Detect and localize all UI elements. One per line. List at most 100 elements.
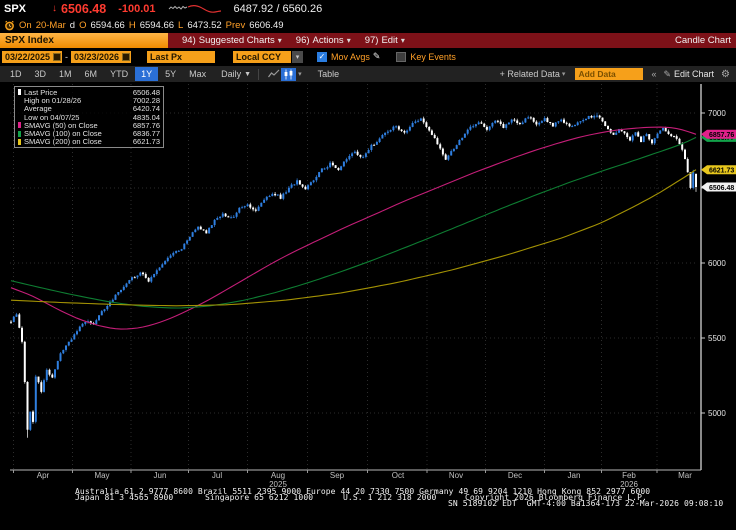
prev-label: Prev [225, 19, 246, 31]
x-month-label: Feb [622, 471, 636, 480]
period-select[interactable]: Daily ▼ [221, 69, 251, 79]
related-data-button[interactable]: + Related Data [499, 69, 560, 79]
date-from-input[interactable]: 03/22/2025 [2, 50, 62, 63]
y-tick-label: 6000 [708, 259, 726, 268]
range-tab-3d[interactable]: 3D [34, 69, 47, 79]
period-value: Daily [221, 69, 242, 79]
range-tab-1y[interactable]: 1Y [135, 67, 159, 81]
legend-value: 6836.77 [132, 129, 160, 139]
toolbar-divider [258, 68, 260, 80]
x-month-label: Mar [678, 471, 692, 480]
legend-box: Last Price 6506.48 High on 01/28/26 7002.28… [14, 86, 164, 149]
legend-row: Average 6420.74 [18, 104, 160, 114]
low-value: 6473.52 [187, 19, 222, 31]
edit-mov-avgs-pencil-icon[interactable]: ✎ [372, 51, 381, 61]
x-month-label: May [94, 471, 109, 480]
range-tab-max[interactable]: Max [189, 69, 207, 79]
legend-value: 6506.48 [132, 87, 160, 97]
currency-select[interactable]: Local CCY [233, 50, 291, 63]
x-year-label: 2025 [269, 480, 287, 489]
menu-item-edit[interactable]: 97) Edit ▾ [365, 35, 405, 46]
menu-item-actions[interactable]: 96) Actions ▾ [296, 35, 351, 46]
function-menu-bar: SPX Index 94) Suggested Charts ▾ 96) Act… [0, 33, 736, 48]
legend-label: SMAVG (50) on Close [24, 120, 98, 130]
key-events-checkbox[interactable] [396, 51, 407, 62]
price-down-arrow-icon: ↓ [52, 3, 58, 14]
range-tab-5y[interactable]: 5Y [165, 69, 177, 79]
calendar-icon[interactable] [122, 52, 131, 61]
currency-dropdown-button[interactable]: ▾ [292, 50, 303, 63]
chart-type-dropdown[interactable]: ▾ [298, 71, 302, 78]
menu-label: Suggested Charts [198, 35, 275, 46]
edit-chart-button[interactable]: Edit Chart [674, 69, 715, 79]
related-data-arrow-icon: ▾ [561, 71, 566, 78]
legend-value: 6621.73 [132, 137, 160, 147]
clock-icon [5, 20, 14, 30]
high-label: H [128, 19, 136, 31]
range-tab-1d[interactable]: 1D [10, 69, 22, 79]
settings-gear-icon[interactable]: ⚙ [721, 68, 730, 80]
legend-label: Average [24, 104, 52, 114]
svg-text:6621.73: 6621.73 [709, 168, 734, 175]
ma-line-sma100 [10, 136, 697, 309]
date-to-input[interactable]: 03/23/2026 [71, 50, 131, 63]
range-tab-ytd[interactable]: YTD [110, 69, 129, 79]
menu-label: Edit [381, 35, 398, 46]
day-range: 6487.92 / 6560.26 [233, 2, 323, 15]
calendar-icon[interactable] [53, 52, 62, 61]
mov-avgs-checkbox[interactable]: ✓ [317, 51, 327, 62]
key-events-label: Key Events [410, 51, 456, 62]
table-button[interactable]: Table [317, 69, 340, 79]
menu-item-suggested-charts[interactable]: 94) Suggested Charts ▾ [182, 35, 282, 46]
svg-text:6506.48: 6506.48 [709, 185, 734, 192]
legend-label: SMAVG (100) on Close [24, 129, 102, 139]
chart-toolbar: 1D 3D 1M 6M YTD 1Y 5Y Max Daily ▼ ▾ Table + Rel… [0, 66, 736, 82]
security-tab[interactable]: SPX Index [0, 33, 168, 48]
x-month-label: Oct [392, 471, 405, 480]
add-data-input[interactable] [575, 68, 644, 80]
x-month-label: Jul [212, 471, 222, 480]
legend-row: SMAVG (200) on Close 6621.73 [18, 137, 160, 147]
date-to-value: 03/23/2026 [74, 51, 120, 62]
candle-chart[interactable]: 70006500600055005000AprMayJunJulAugSepOc… [0, 84, 736, 494]
open-value: 6594.66 [90, 19, 125, 31]
range-tab-1m[interactable]: 1M [59, 69, 72, 79]
legend-value: 6857.76 [132, 120, 160, 130]
legend-label: High on 01/28/26 [24, 95, 82, 105]
legend-row: High on 01/28/26 7002.28 [18, 95, 160, 105]
x-month-label: Apr [37, 471, 50, 480]
low-label: L [178, 19, 184, 31]
legend-row: SMAVG (50) on Close 6857.76 [18, 120, 160, 130]
chart-type-title: Candle Chart [675, 35, 731, 46]
session-on-label: On [19, 19, 32, 31]
chevron-down-icon: ▾ [400, 36, 405, 45]
legend-value: 6420.74 [132, 104, 160, 114]
session-date: 20-Mar [35, 19, 66, 31]
footer-terminal-info: SN 5189102 EDT GMT-4:00 Ba1364-173 22-Ma… [448, 499, 724, 508]
price-field-select[interactable]: Last Px [147, 50, 215, 63]
dropdown-arrow-icon: ▼ [244, 70, 252, 78]
ticker-symbol: SPX [4, 2, 27, 15]
menu-hotkey: 94) [182, 35, 196, 46]
x-month-label: Nov [449, 471, 463, 480]
legend-row: Low on 04/07/25 4835.04 [18, 112, 160, 122]
x-month-label: Aug [271, 471, 285, 480]
price-tag [701, 129, 736, 139]
line-chart-type-button[interactable] [266, 68, 281, 81]
legend-value: 7002.28 [132, 95, 160, 105]
candle-chart-type-button[interactable] [281, 67, 297, 81]
x-month-label: Dec [508, 471, 522, 480]
legend-marker [18, 138, 21, 145]
x-month-label: Sep [330, 471, 345, 480]
collapse-panel-button[interactable]: « [651, 69, 657, 79]
legend-label: SMAVG (200) on Close [24, 137, 102, 147]
range-tab-6m[interactable]: 6M [84, 69, 98, 79]
ma-line-sma200 [10, 169, 697, 307]
menu-hotkey: 97) [364, 35, 379, 46]
legend-marker [18, 122, 21, 129]
range-tabs: 1D 3D 1M 6M YTD 1Y 5Y Max [4, 67, 213, 81]
legend-label: Low on 04/07/25 [24, 112, 80, 122]
menu-label: Actions [312, 35, 344, 46]
